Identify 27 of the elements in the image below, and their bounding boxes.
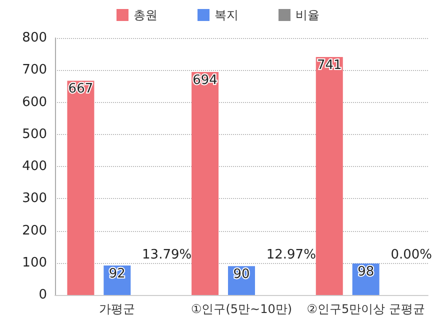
legend-label: 총원 [134,8,158,22]
x-tick-label: ②인구5만이상 군평균 [306,302,425,316]
legend-label: 비율 [296,8,320,22]
legend-label: 복지 [214,8,238,22]
annotation: 0.00% [390,247,432,262]
y-tick-label: 800 [22,30,47,46]
y-tick-label: 700 [22,62,47,78]
data-label: 92 [108,266,126,282]
y-tick-label: 100 [22,255,47,270]
data-label: 667 [68,82,94,97]
y-tick-label: 400 [22,159,47,174]
bar [67,80,94,295]
y-tick-label: 300 [22,191,47,206]
x-tick-label: ①인구(5만~10만) [190,302,292,316]
y-tick-label: 500 [22,126,47,142]
data-label: 741 [316,58,342,73]
annotation: 13.79% [142,247,192,262]
y-tick-label: 0 [38,288,47,302]
x-tick-label: 가평군 [99,302,136,316]
data-label: 98 [358,264,374,280]
data-label: 694 [192,73,218,88]
bar [316,56,343,295]
annotation: 12.97% [266,247,316,262]
y-tick-label: 600 [22,94,47,110]
bar [192,72,219,295]
y-tick-label: 200 [22,223,47,238]
data-label: 90 [233,267,250,282]
